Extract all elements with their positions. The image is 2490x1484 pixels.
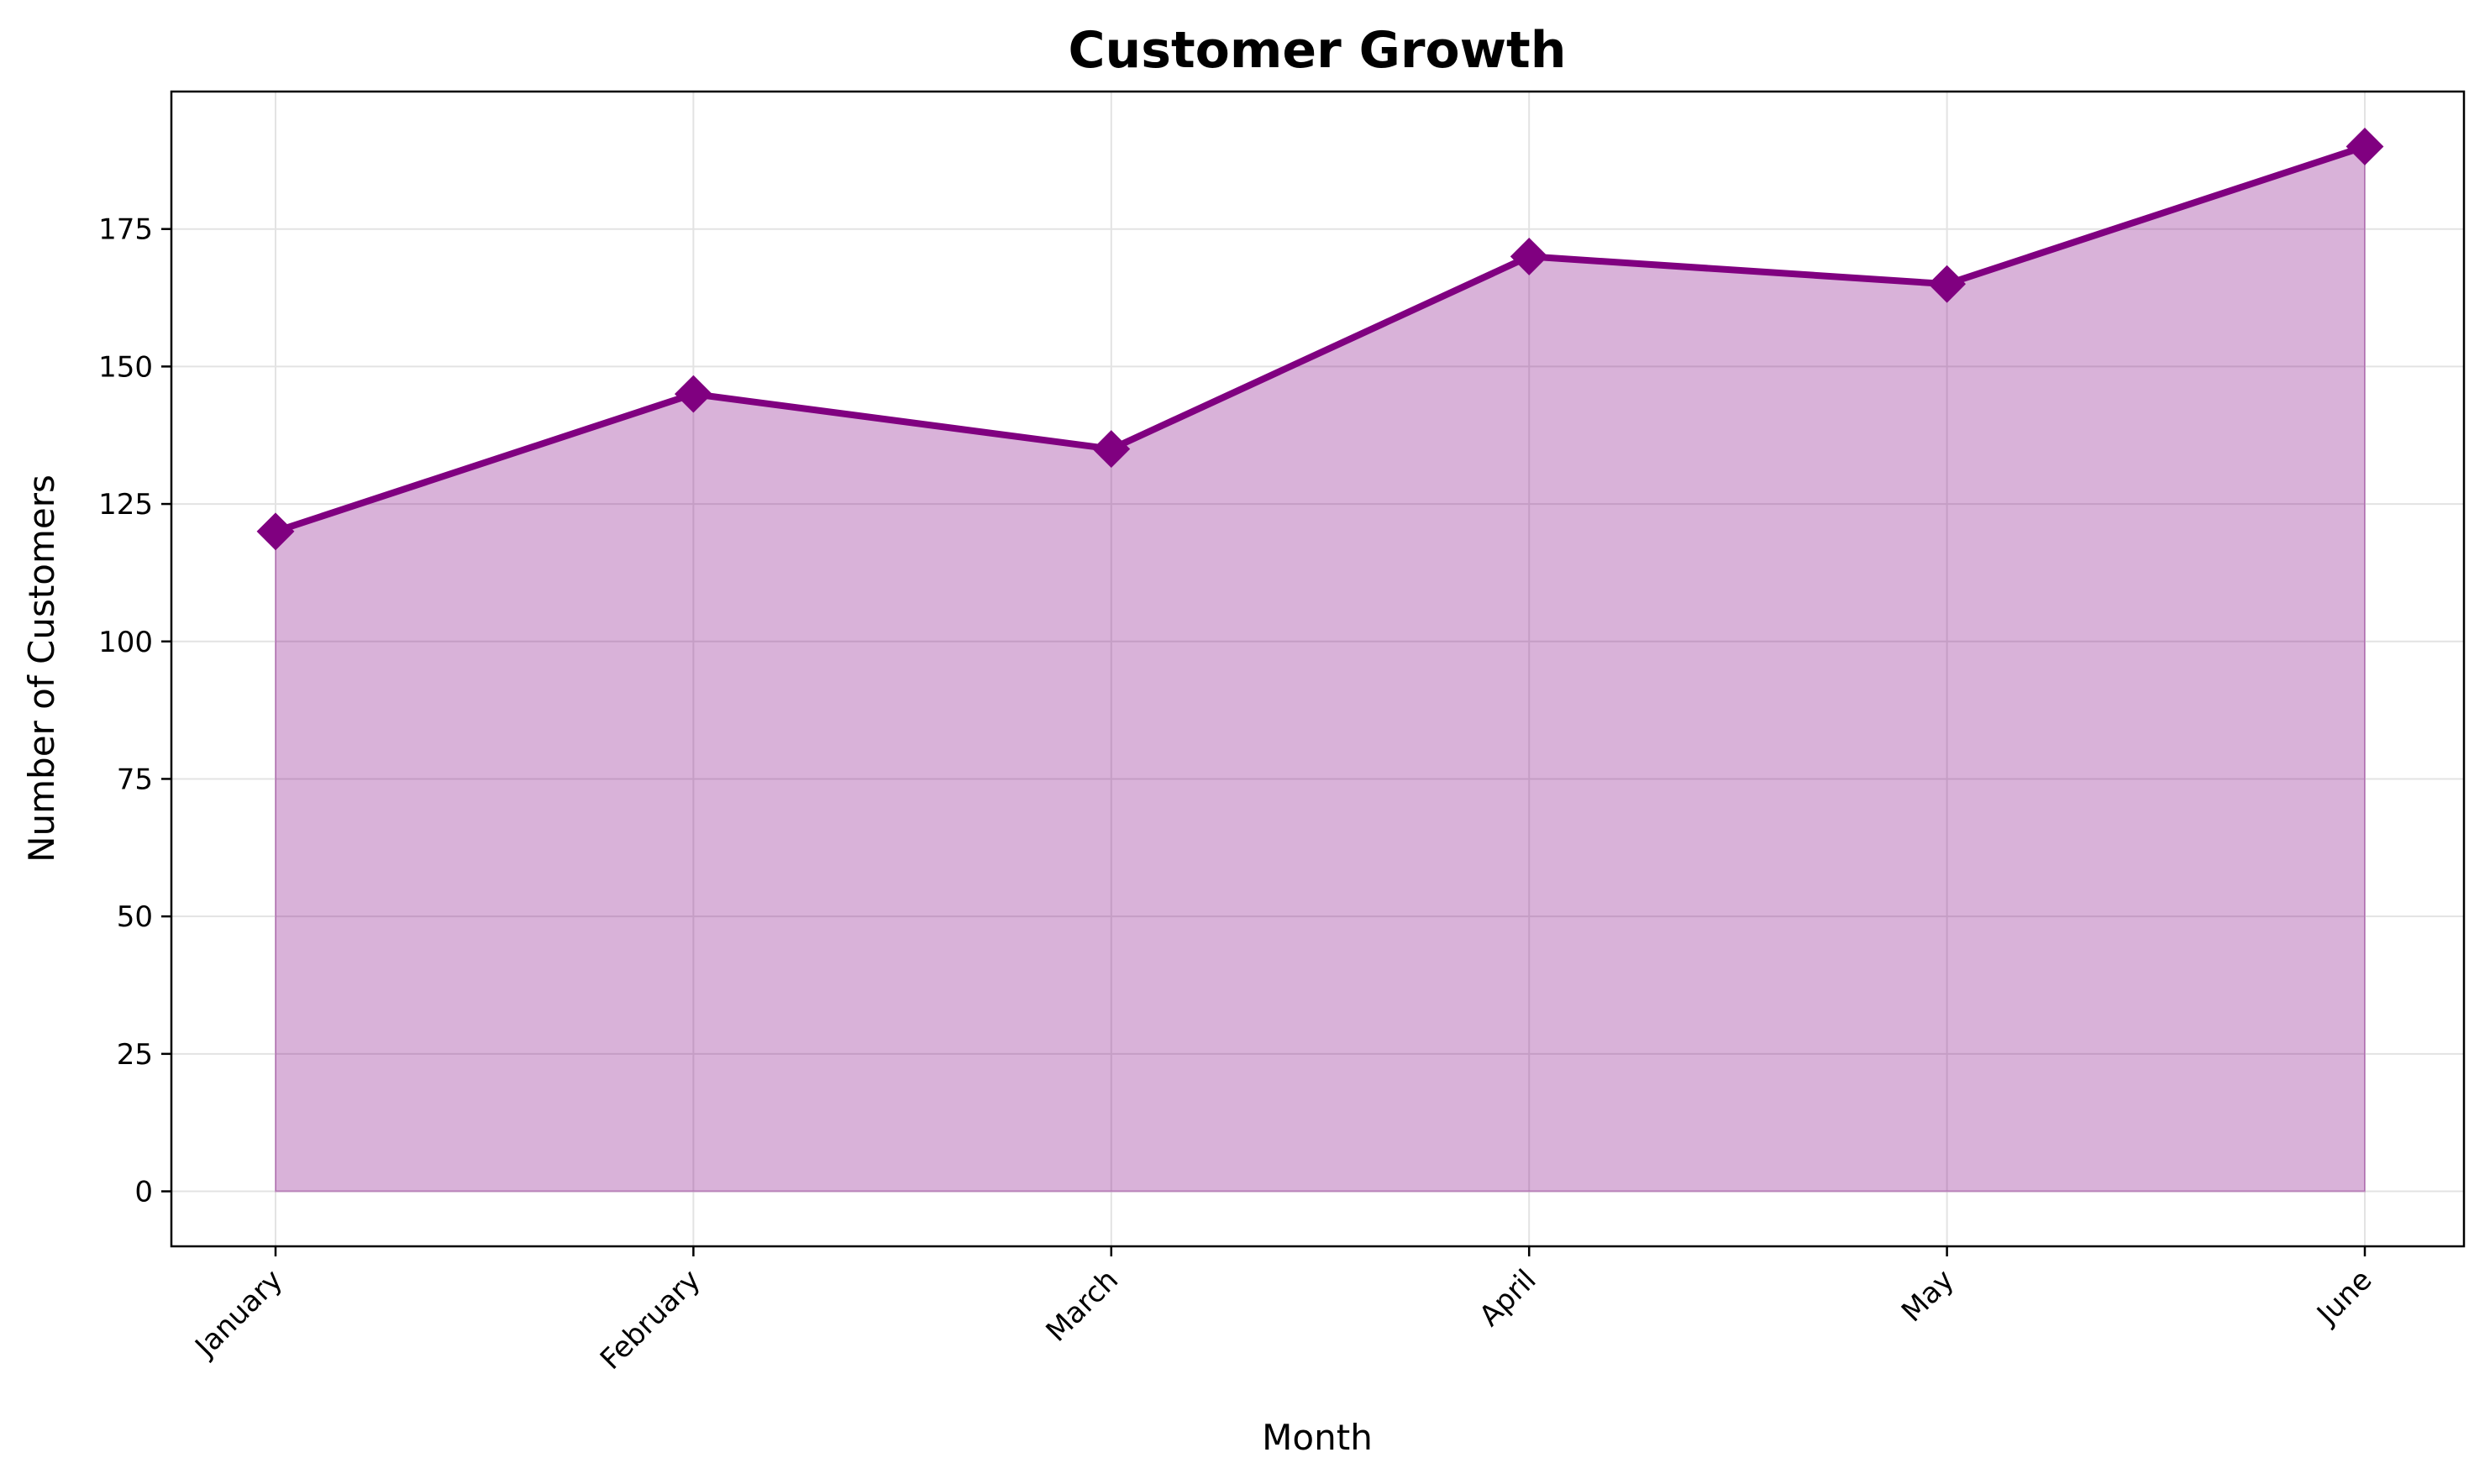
x-tick-label: April: [1473, 1263, 1542, 1333]
data-point-may: [1928, 265, 1967, 303]
y-tick-label: 150: [98, 350, 153, 384]
x-tick-label: June: [2309, 1263, 2378, 1332]
data-point-february: [674, 375, 712, 413]
y-tick-label: 125: [98, 488, 153, 522]
y-tick-label: 100: [98, 626, 153, 659]
area-fill: [275, 145, 2366, 1193]
y-tick-label: 0: [134, 1176, 153, 1209]
y-axis: 0 25 50 75 100 125 150 175: [98, 213, 171, 1209]
area-series: [274, 143, 2367, 1193]
chart-title: Customer Growth: [1069, 21, 1567, 80]
series-line: [274, 143, 2367, 535]
y-tick-label: 75: [117, 763, 153, 796]
data-point-march: [1092, 430, 1131, 469]
x-tick-label: February: [594, 1263, 707, 1377]
x-tick-label: March: [1040, 1263, 1126, 1349]
y-tick-label: 175: [98, 213, 153, 247]
data-point-june: [2346, 128, 2384, 165]
y-tick-label: 50: [117, 900, 153, 934]
plot-frame: [170, 90, 2466, 1248]
data-markers: [256, 128, 2384, 551]
grid-lines: [171, 92, 2464, 1246]
x-tick-label: May: [1895, 1263, 1961, 1329]
y-axis-label: Number of Customers: [21, 475, 62, 863]
x-tick-label: January: [188, 1263, 290, 1365]
y-tick-label: 25: [117, 1038, 153, 1072]
data-point-april: [1510, 238, 1548, 275]
data-point-january: [256, 512, 295, 551]
x-axis: January February March April May June: [188, 1246, 2378, 1377]
x-axis-label: Month: [1262, 1417, 1373, 1458]
